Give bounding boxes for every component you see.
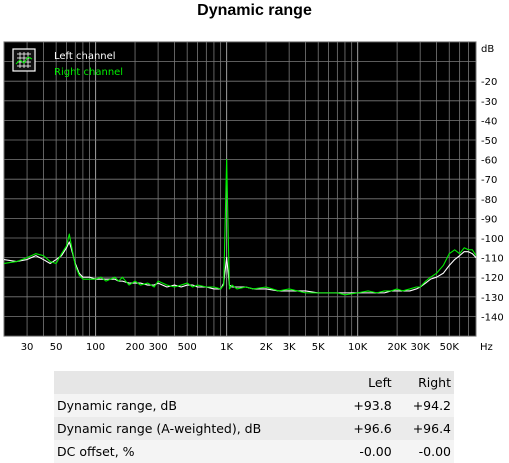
table-row: Dynamic range, dB +93.8 +94.2 xyxy=(54,394,454,417)
x-tick-label: 300 xyxy=(149,342,168,353)
x-unit-label: Hz xyxy=(480,342,493,353)
chart-svg: 30 50 100 200 300 500 1K 2K 3K 5K 10K 20K 30K 50K -20… xyxy=(3,41,504,353)
row-label: DC offset, % xyxy=(54,440,336,463)
x-tick-label: 3K xyxy=(283,342,296,353)
row-right-value: -0.00 xyxy=(394,440,454,463)
x-tick-label: 2K xyxy=(260,342,273,353)
legend-left-channel: Left channel xyxy=(54,51,116,62)
y-tick-label: -140 xyxy=(481,312,504,323)
legend: Left channel Right channel xyxy=(12,48,123,78)
y-tick-label: -90 xyxy=(481,214,497,225)
legend-icon-trace xyxy=(15,56,33,65)
row-left-value: -0.00 xyxy=(335,440,395,463)
x-tick-labels: 30 50 100 200 300 500 1K 2K 3K 5K 10K 20K 30K 50K xyxy=(21,342,460,353)
y-tick-label: -30 xyxy=(481,97,497,108)
chart-area: 30 50 100 200 300 500 1K 2K 3K 5K 10K 20K 30K 50K -20… xyxy=(0,30,509,360)
row-left-value: +93.8 xyxy=(335,394,395,417)
y-tick-label: -60 xyxy=(481,156,497,167)
y-tick-label: -110 xyxy=(481,254,504,265)
plot-background xyxy=(3,41,477,337)
y-tick-label: -70 xyxy=(481,175,497,186)
chart-title: Dynamic range xyxy=(197,2,312,19)
row-left-value: +96.6 xyxy=(335,417,395,440)
x-tick-label: 50 xyxy=(50,342,63,353)
x-tick-label: 10K xyxy=(348,342,368,353)
y-tick-label: -40 xyxy=(481,116,497,127)
x-tick-label: 1K xyxy=(220,342,233,353)
table-header-right: Right xyxy=(394,371,454,394)
series-lines xyxy=(3,159,477,296)
x-tick-label: 50K xyxy=(440,342,460,353)
row-label: Dynamic range, dB xyxy=(54,394,336,417)
row-right-value: +94.2 xyxy=(394,394,454,417)
x-tick-label: 30K xyxy=(411,342,431,353)
y-tick-label: -100 xyxy=(481,234,504,245)
y-tick-label: -80 xyxy=(481,195,497,206)
legend-right-channel: Right channel xyxy=(54,67,123,78)
x-tick-label: 200 xyxy=(125,342,144,353)
x-tick-label: 5K xyxy=(312,342,325,353)
row-label: Dynamic range (A-weighted), dB xyxy=(54,417,336,440)
table-header-label xyxy=(54,371,336,394)
table-row: Dynamic range (A-weighted), dB +96.6 +96… xyxy=(54,417,454,440)
y-tick-label: -130 xyxy=(481,293,504,304)
table-header-left: Left xyxy=(335,371,395,394)
x-tick-label: 500 xyxy=(178,342,197,353)
y-tick-label: -50 xyxy=(481,136,497,147)
table-row: DC offset, % -0.00 -0.00 xyxy=(54,440,454,463)
table-header-row: Left Right xyxy=(54,371,454,394)
y-unit-label: dB xyxy=(481,44,494,55)
x-tick-label: 30 xyxy=(21,342,34,353)
y-tick-label: -20 xyxy=(481,77,497,88)
y-tick-labels: -20 -30 -40 -50 -60 -70 -80 -90 -100 -110 -120 -130… xyxy=(481,77,504,323)
row-right-value: +96.4 xyxy=(394,417,454,440)
y-tick-label: -120 xyxy=(481,273,504,284)
x-tick-label: 100 xyxy=(86,342,105,353)
series-line-right xyxy=(3,159,477,296)
x-tick-label: 20K xyxy=(387,342,407,353)
results-table: Left Right Dynamic range, dB +93.8 +94.2… xyxy=(54,371,454,463)
